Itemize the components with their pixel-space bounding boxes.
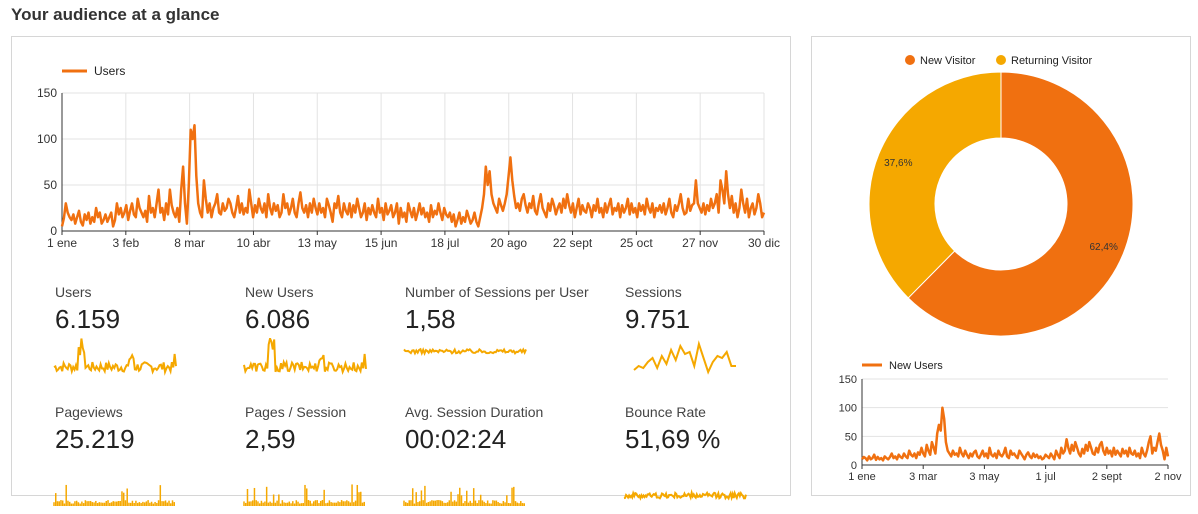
metric-label: Bounce Rate — [625, 404, 706, 420]
sparkline-path — [633, 340, 736, 375]
visitor-panel: New Visitor Returning Visitor 62,4% 37,6% N… — [811, 36, 1191, 496]
new-users-line-chart: New Users 0 50 100 150 1 ene 3 mar 3 may 1 jul 2 … — [839, 360, 1182, 483]
slice-label: 37,6% — [884, 158, 912, 169]
metric-sessions-per-user[interactable]: Number of Sessions per User 1,58 — [403, 284, 589, 394]
sparkline-path — [243, 338, 367, 376]
metric-sessions[interactable]: Sessions 9.751 — [625, 284, 805, 394]
x-tick-label: 10 abr — [236, 236, 270, 250]
x-tick-label: 2 nov — [1155, 471, 1182, 483]
metric-label: Number of Sessions per User — [405, 284, 589, 300]
sparkline — [243, 338, 367, 376]
x-tick-label: 15 jun — [365, 236, 398, 250]
legend-label: Users — [94, 64, 125, 78]
users-line-chart: Users 0 50 100 150 1 ene 3 feb 8 mar 10 abr 13 ma… — [37, 64, 780, 250]
sparkline-path — [53, 338, 177, 376]
metric-value: 6.159 — [55, 304, 121, 334]
legend-label: New Users — [889, 360, 943, 372]
metric-value: 6.086 — [245, 304, 311, 334]
overview-panel: Users 0 50 100 150 1 ene 3 feb 8 mar 10 abr 13 ma… — [11, 36, 791, 506]
sparkline — [403, 485, 526, 506]
metric-value: 25.219 — [55, 424, 135, 454]
sparkline-path — [623, 488, 747, 502]
x-tick-label: 8 mar — [174, 236, 205, 250]
x-tick-label: 27 nov — [682, 236, 718, 250]
x-tick-label: 1 ene — [848, 471, 876, 483]
x-tick-label: 3 feb — [112, 236, 139, 250]
legend-dot — [996, 55, 1006, 65]
y-tick-label: 100 — [37, 132, 57, 146]
metric-pageviews[interactable]: Pageviews 25.219 — [53, 404, 235, 514]
metric-value: 1,58 — [405, 304, 456, 334]
page-title: Your audience at a glance — [11, 5, 220, 24]
y-tick-label: 100 — [839, 403, 857, 415]
metric-new-users[interactable]: New Users 6.086 — [243, 284, 425, 394]
metric-value: 00:02:24 — [405, 424, 507, 454]
metric-label: Pages / Session — [245, 404, 347, 420]
sparkline — [53, 484, 176, 506]
y-tick-label: 0 — [851, 460, 857, 472]
x-tick-label: 25 oct — [620, 236, 653, 250]
metric-label: Avg. Session Duration — [405, 404, 544, 420]
sparkline — [53, 338, 177, 376]
metric-value: 51,69 % — [625, 424, 721, 454]
sparkline — [243, 484, 366, 506]
legend-label: New Visitor — [920, 55, 976, 67]
slice-label: 62,4% — [1090, 242, 1118, 253]
metric-label: Sessions — [625, 284, 682, 300]
legend-dot — [905, 55, 915, 65]
series-line — [60, 123, 766, 228]
visitor-donut-chart: New Visitor Returning Visitor 62,4% 37,6% — [868, 55, 1134, 337]
y-tick-label: 50 — [44, 178, 58, 192]
sparkline — [633, 340, 736, 375]
x-tick-label: 18 jul — [431, 236, 460, 250]
x-tick-label: 3 may — [969, 471, 999, 483]
sparkline — [623, 488, 747, 502]
metric-label: Pageviews — [55, 404, 123, 420]
metric-pages-per-session[interactable]: Pages / Session 2,59 — [243, 404, 425, 514]
sparkline — [403, 347, 527, 357]
x-tick-label: 22 sept — [553, 236, 593, 250]
donut-slice — [907, 71, 1134, 337]
x-tick-label: 3 mar — [909, 471, 937, 483]
donut-slice — [868, 71, 1002, 299]
legend-label: Returning Visitor — [1011, 55, 1092, 67]
x-tick-label: 13 may — [298, 236, 337, 250]
metric-avg-session-duration[interactable]: Avg. Session Duration 00:02:24 — [403, 404, 585, 514]
y-tick-label: 150 — [839, 374, 857, 386]
metric-value: 2,59 — [245, 424, 296, 454]
metric-users[interactable]: Users 6.159 — [53, 284, 235, 394]
x-tick-label: 30 dic — [748, 236, 780, 250]
y-tick-label: 50 — [845, 431, 857, 443]
x-tick-label: 1 ene — [47, 236, 77, 250]
y-tick-label: 150 — [37, 86, 57, 100]
y-tick-label: 0 — [50, 224, 57, 238]
x-tick-label: 2 sept — [1092, 471, 1122, 483]
metric-value: 9.751 — [625, 304, 691, 334]
x-tick-label: 20 ago — [490, 236, 527, 250]
metric-bounce-rate[interactable]: Bounce Rate 51,69 % — [623, 404, 805, 514]
series-line — [860, 406, 1170, 462]
sparkline-path — [403, 347, 527, 357]
metric-label: New Users — [245, 284, 314, 300]
metric-label: Users — [55, 284, 92, 300]
x-tick-label: 1 jul — [1036, 471, 1056, 483]
